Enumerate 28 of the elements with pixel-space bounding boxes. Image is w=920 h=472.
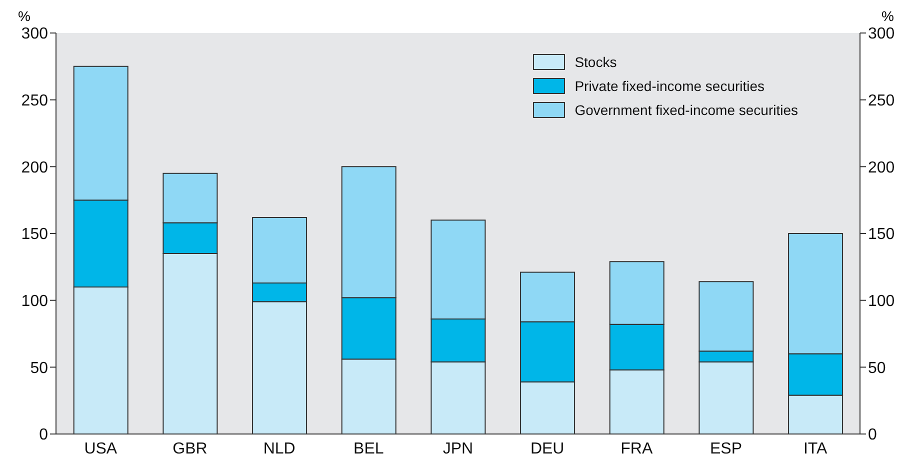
- y-tick-label: 50: [30, 360, 48, 377]
- y2-tick-label: 50: [868, 360, 886, 377]
- x-tick-label: ITA: [803, 440, 828, 458]
- y2-tick-label: 250: [868, 92, 895, 110]
- x-tick-label: FRA: [620, 440, 653, 458]
- x-tick-label: JPN: [442, 440, 474, 458]
- y-tick-label: 250: [21, 92, 48, 110]
- y-tick-label: 150: [21, 226, 48, 244]
- y-tick-label: 100: [21, 293, 48, 310]
- y-tick-label: 0: [39, 426, 48, 444]
- x-tick-label: USA: [84, 440, 118, 458]
- y2-tick-label: 200: [868, 159, 895, 176]
- y2-axis-title: %: [882, 8, 894, 24]
- y2-tick-label: 0: [868, 426, 877, 444]
- y-tick-label: 300: [21, 26, 48, 43]
- y2-tick-label: 100: [868, 293, 895, 310]
- x-tick-label: BEL: [354, 440, 384, 458]
- x-tick-label: DEU: [530, 440, 564, 458]
- x-tick-label: GBR: [172, 440, 208, 458]
- y2-tick-label: 150: [868, 226, 895, 244]
- y-tick-label: 200: [21, 159, 48, 176]
- legend-label: Private fixed-income securities: [574, 78, 765, 94]
- y2-tick-label: 300: [868, 26, 895, 43]
- legend-label: Stocks: [574, 54, 617, 70]
- x-tick-label: ESP: [710, 440, 742, 458]
- y-axis-title: %: [18, 8, 30, 24]
- legend-label: Government fixed-income securities: [574, 102, 798, 118]
- x-tick-label: NLD: [263, 440, 296, 458]
